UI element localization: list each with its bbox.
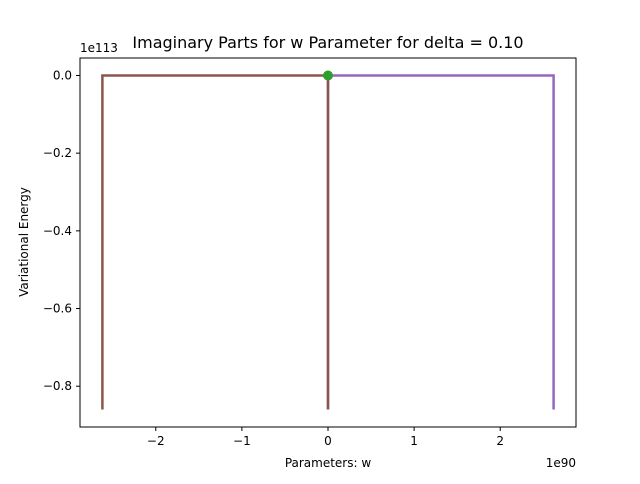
- x-tick-label: −2: [147, 434, 165, 448]
- x-tick-label: −1: [233, 434, 251, 448]
- y-tick-label: −0.2: [43, 146, 72, 160]
- plot-area: −2 −1 0 1 2 0.0 −0.2 −0.4 −0.6 −0.8: [43, 57, 577, 448]
- series-layer: [101, 70, 555, 410]
- x-tick-label: 1: [410, 434, 418, 448]
- series-3-marker: [323, 70, 333, 81]
- x-axis-label: Parameters: w: [285, 456, 372, 470]
- x-axis-ticks: −2 −1 0 1 2: [147, 427, 504, 448]
- series-2-line: [101, 74, 330, 410]
- x-axis-offset-label: 1e90: [546, 456, 576, 470]
- y-axis-ticks: 0.0 −0.2 −0.4 −0.6 −0.8: [43, 68, 80, 393]
- y-axis-offset-label: 1e113: [80, 41, 118, 55]
- y-tick-label: −0.4: [43, 224, 72, 238]
- y-tick-label: −0.6: [43, 302, 72, 316]
- y-tick-label: −0.8: [43, 379, 72, 393]
- y-axis-label: Variational Energy: [17, 187, 31, 297]
- x-tick-label: 0: [324, 434, 332, 448]
- y-tick-label: 0.0: [53, 68, 72, 82]
- chart-title: Imaginary Parts for w Parameter for delt…: [132, 33, 523, 52]
- x-tick-label: 2: [496, 434, 504, 448]
